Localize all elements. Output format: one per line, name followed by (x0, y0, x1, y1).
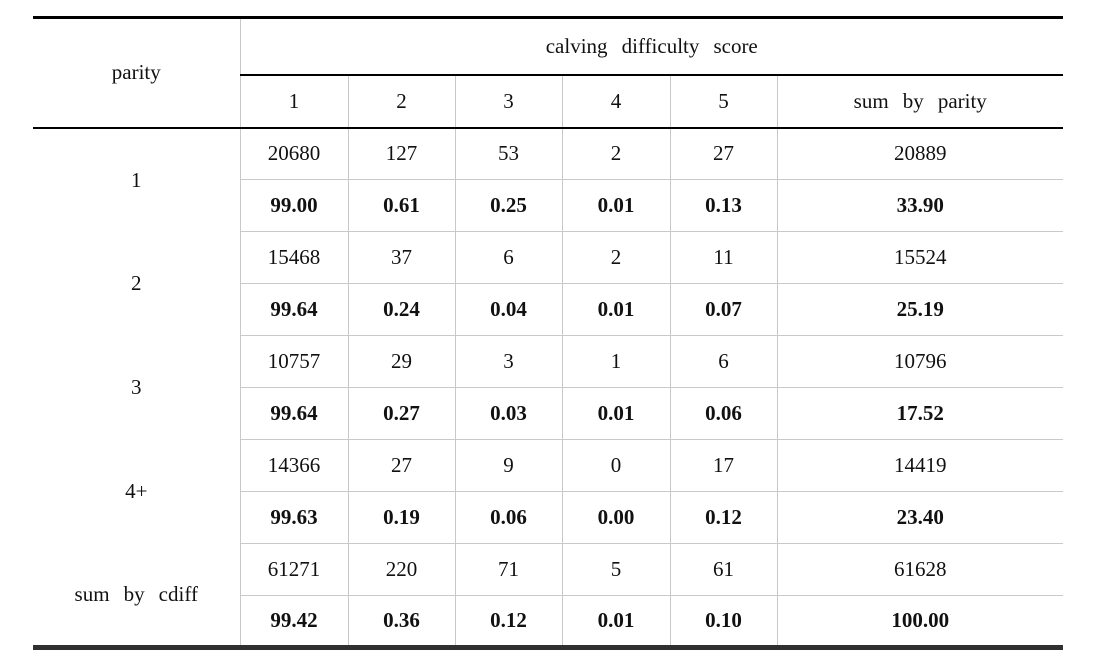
table-row-percents: 99.42 0.36 0.12 0.01 0.10 100.00 (33, 595, 1063, 648)
count-cell: 15524 (776, 231, 1063, 284)
table-row-counts: 2 15468 37 6 2 11 15524 (33, 231, 1063, 294)
count-cell: 27 (347, 439, 455, 492)
percent-cell: 33.90 (776, 179, 1063, 232)
percent-cell: 100.00 (776, 595, 1063, 648)
table-row-counts: 1 20680 127 53 2 27 20889 (33, 127, 1063, 190)
percent-cell: 0.06 (454, 491, 562, 544)
count-cell: 17 (669, 439, 777, 492)
count-cell: 71 (454, 543, 562, 596)
sum-by-cdiff-group: sum by cdiff 61271 220 71 5 61 61628 99.… (33, 543, 1063, 648)
table-row-counts: 4+ 14366 27 9 0 17 14419 (33, 439, 1063, 502)
count-cell: 61628 (776, 543, 1063, 596)
parity-label: 3 (131, 375, 142, 399)
percent-cell: 99.64 (239, 387, 348, 440)
parity-label: 2 (131, 271, 142, 295)
percent-cell: 23.40 (776, 491, 1063, 544)
percent-cell: 0.13 (669, 179, 777, 232)
count-cell: 6 (669, 335, 777, 388)
percent-cell: 0.36 (347, 595, 455, 648)
parity-label: 4+ (125, 479, 148, 503)
count-cell: 29 (347, 335, 455, 388)
percent-cell: 0.06 (669, 387, 777, 440)
percent-cell: 25.19 (776, 283, 1063, 336)
count-cell: 15468 (239, 231, 348, 284)
count-cell: 127 (347, 127, 455, 180)
calving-difficulty-frequency-table: parity calving difficulty score 1 2 3 4 … (33, 16, 1063, 650)
parity-label: 1 (131, 167, 142, 192)
percent-cell: 0.61 (347, 179, 455, 232)
count-cell: 6 (454, 231, 562, 284)
parity-group-2: 2 15468 37 6 2 11 15524 99.64 0.24 0.04 … (33, 231, 1063, 336)
table-row-percents: 99.64 0.27 0.03 0.01 0.06 17.52 (33, 387, 1063, 440)
percent-cell: 17.52 (776, 387, 1063, 440)
count-cell: 2 (561, 127, 670, 180)
table-header-row-group: parity calving difficulty score (33, 17, 1063, 129)
score-column-header-2: 2 (347, 74, 455, 129)
percent-cell: 0.24 (347, 283, 455, 336)
score-column-header-5: 5 (669, 74, 777, 129)
count-cell: 14419 (776, 439, 1063, 492)
percent-cell: 99.00 (239, 179, 348, 232)
count-cell: 11 (669, 231, 777, 284)
count-cell: 27 (669, 127, 777, 180)
score-column-header-1: 1 (239, 74, 348, 129)
percent-cell: 0.04 (454, 283, 562, 336)
parity-group-4plus: 4+ 14366 27 9 0 17 14419 99.63 0.19 0.06… (33, 439, 1063, 544)
count-cell: 37 (347, 231, 455, 284)
calving-difficulty-score-header: calving difficulty score (239, 17, 1063, 76)
count-cell: 14366 (239, 439, 348, 492)
percent-cell: 0.03 (454, 387, 562, 440)
percent-cell: 0.01 (561, 283, 670, 336)
percent-cell: 0.12 (454, 595, 562, 648)
parity-group-3: 3 10757 29 3 1 6 10796 99.64 0.27 0.03 0… (33, 335, 1063, 440)
count-cell: 53 (454, 127, 562, 180)
percent-cell: 99.42 (239, 595, 348, 648)
sum-by-parity-column-header: sum by parity (776, 74, 1063, 129)
count-cell: 10757 (239, 335, 348, 388)
percent-cell: 0.19 (347, 491, 455, 544)
parity-label: sum by cdiff (74, 581, 198, 606)
percent-cell: 99.64 (239, 283, 348, 336)
count-cell: 20680 (239, 127, 348, 180)
percent-cell: 0.01 (561, 179, 670, 232)
count-cell: 20889 (776, 127, 1063, 180)
percent-cell: 0.10 (669, 595, 777, 648)
count-cell: 220 (347, 543, 455, 596)
count-cell: 1 (561, 335, 670, 388)
percent-cell: 0.01 (561, 595, 670, 648)
count-cell: 2 (561, 231, 670, 284)
table-header-row-scores: 1 2 3 4 5 sum by parity (33, 74, 1063, 129)
percent-cell: 0.01 (561, 387, 670, 440)
table-row-percents: 99.00 0.61 0.25 0.01 0.13 33.90 (33, 179, 1063, 232)
count-cell: 10796 (776, 335, 1063, 388)
count-cell: 0 (561, 439, 670, 492)
table-row-counts: sum by cdiff 61271 220 71 5 61 61628 (33, 543, 1063, 604)
count-cell: 3 (454, 335, 562, 388)
percent-cell: 99.63 (239, 491, 348, 544)
parity-group-1: 1 20680 127 53 2 27 20889 99.00 0.61 0.2… (33, 127, 1063, 232)
table-row-percents: 99.64 0.24 0.04 0.01 0.07 25.19 (33, 283, 1063, 336)
count-cell: 5 (561, 543, 670, 596)
percent-cell: 0.07 (669, 283, 777, 336)
count-cell: 9 (454, 439, 562, 492)
table-row-counts: 3 10757 29 3 1 6 10796 (33, 335, 1063, 398)
parity-column-header: parity (33, 17, 240, 129)
percent-cell: 0.27 (347, 387, 455, 440)
count-cell: 61271 (239, 543, 348, 596)
score-column-header-3: 3 (454, 74, 562, 129)
score-column-header-4: 4 (561, 74, 670, 129)
table-row-percents: 99.63 0.19 0.06 0.00 0.12 23.40 (33, 491, 1063, 544)
count-cell: 61 (669, 543, 777, 596)
percent-cell: 0.12 (669, 491, 777, 544)
percent-cell: 0.25 (454, 179, 562, 232)
percent-cell: 0.00 (561, 491, 670, 544)
